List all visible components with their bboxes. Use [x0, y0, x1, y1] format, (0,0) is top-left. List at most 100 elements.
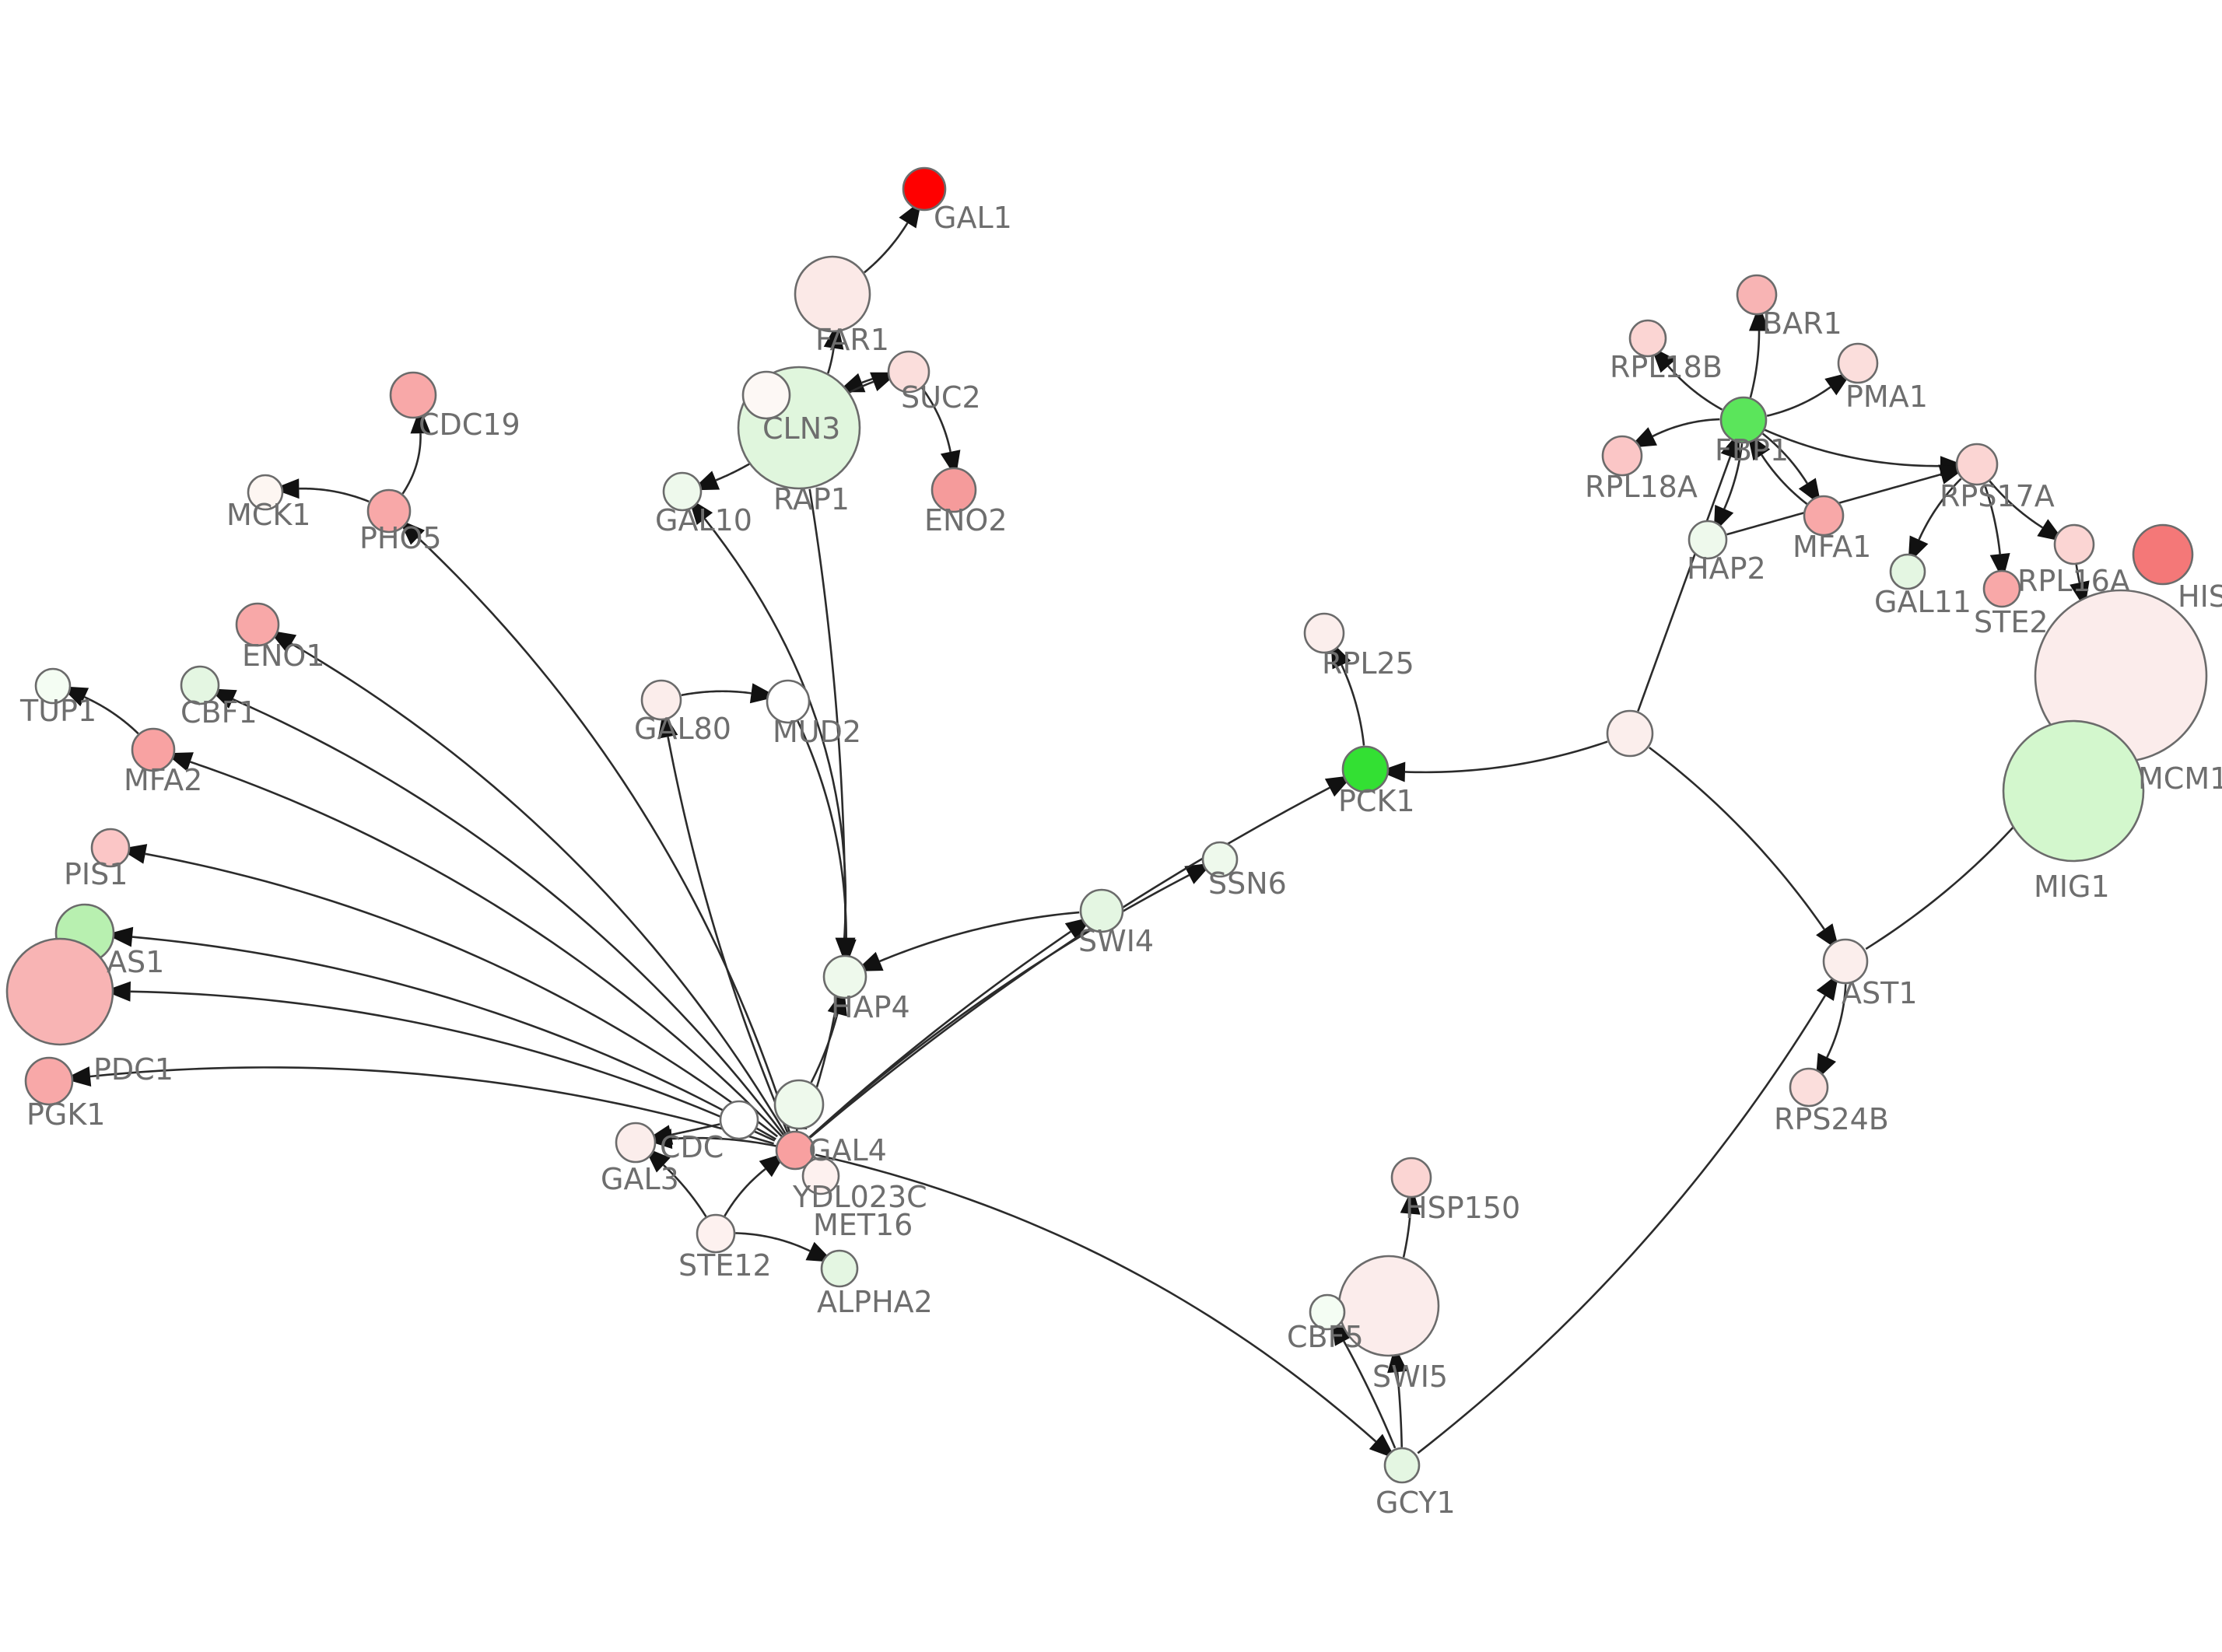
node-label-rps17a: RPS17A — [1940, 479, 2055, 513]
node-rpl18b[interactable] — [1628, 319, 1667, 358]
edge-gal4-to-pdc1 — [130, 990, 776, 1142]
node-cdc[interactable] — [719, 1100, 759, 1140]
edge-ast1-to-rps24b — [1826, 984, 1847, 1058]
node-mfa1[interactable] — [1803, 495, 1845, 537]
node-gal10[interactable] — [662, 471, 703, 512]
node-rps17a[interactable] — [1955, 443, 1999, 486]
node-gal11[interactable] — [1889, 553, 1926, 590]
edge-ste12-to-alpha2 — [735, 1232, 811, 1252]
node-swi4[interactable] — [1079, 888, 1124, 933]
labels-layer: GAL1 FAR1 SUC2 CLN3 RAP1 ENO2 CDC19 MCK1 PHO5 GAL… — [19, 201, 2222, 1520]
node-pma1[interactable] — [1837, 342, 1879, 384]
node-label-gal3: GAL3 — [601, 1162, 679, 1196]
node-eno1[interactable] — [235, 602, 280, 647]
node-label-his4: HIS4 — [2178, 579, 2222, 614]
edge-node_ul-to-pck1 — [1404, 740, 1608, 774]
node-label-pma1: PMA1 — [1845, 380, 1928, 414]
node-ste2[interactable] — [1982, 569, 2021, 608]
node-label-hsp150: HSP150 — [1405, 1191, 1520, 1225]
node-hap2[interactable] — [1688, 520, 1728, 560]
node-fbp1[interactable] — [1719, 396, 1768, 444]
edge-gal4-to-mfa2 — [190, 761, 783, 1137]
node-label-ydl023c: YDL023C — [792, 1180, 927, 1214]
node-mck1[interactable] — [247, 474, 284, 511]
node-label-ast1: AST1 — [1842, 976, 1918, 1010]
edge-gal4-to-as1 — [131, 936, 776, 1140]
node-pis1[interactable] — [90, 828, 131, 868]
edge-fbp1-to-hap2 — [1723, 443, 1744, 509]
node-tup1[interactable] — [34, 667, 72, 705]
node-ast1[interactable] — [1822, 938, 1869, 985]
arrowhead-gal4-to-pgk1 — [64, 1066, 92, 1087]
node-hub_grn[interactable] — [773, 1079, 825, 1130]
node-cdc19[interactable] — [389, 371, 437, 419]
node-label-cbf5: CBF5 — [1287, 1320, 1364, 1354]
edge-ste12-to-gal3 — [662, 1164, 707, 1217]
node-ssn6[interactable] — [1201, 841, 1239, 878]
node-gcy1[interactable] — [1383, 1447, 1421, 1484]
node-label-mig1: MIG1 — [2034, 870, 2110, 904]
node-label-swi4: SWI4 — [1078, 924, 1154, 958]
node-label-rps24b: RPS24B — [1774, 1102, 1889, 1136]
arrowhead-node_ul-to-pck1 — [1379, 761, 1406, 782]
node-label-bar1: BAR1 — [1762, 306, 1842, 341]
node-label-mcm1: MCM1 — [2138, 761, 2222, 796]
arrowhead-gcy1-to-swi5 — [1387, 1346, 1407, 1374]
edge-gcy1-to-swi5 — [1396, 1371, 1404, 1447]
edge-gal4-to-gal10 — [703, 518, 847, 1130]
node-label-gal1: GAL1 — [934, 201, 1012, 235]
node-mud2[interactable] — [766, 679, 811, 724]
node-pdc1[interactable] — [5, 937, 114, 1046]
node-rpl18a[interactable] — [1601, 435, 1643, 477]
node-pho5[interactable] — [366, 488, 412, 534]
node-hsp150[interactable] — [1390, 1157, 1432, 1199]
node-alpha2[interactable] — [820, 1249, 859, 1288]
node-label-met16: MET16 — [813, 1208, 913, 1242]
edge-gal4-to-pis1 — [145, 852, 778, 1138]
node-label-pdc1: PDC1 — [93, 1052, 173, 1087]
node-ydl023c[interactable] — [801, 1157, 840, 1195]
edge-cln3-to-hap4 — [808, 488, 846, 938]
node-mfa2[interactable] — [131, 727, 176, 772]
node-label-gal11: GAL11 — [1874, 585, 1971, 619]
node-label-cdc19: CDC19 — [419, 408, 520, 442]
edge-cln3-to-gal10 — [715, 463, 750, 481]
node-pck1[interactable] — [1341, 745, 1390, 793]
edge-swi5-to-hsp150 — [1402, 1213, 1411, 1258]
node-node_ul[interactable] — [1606, 709, 1654, 758]
node-label-ssn6: SSN6 — [1208, 866, 1287, 901]
node-label-gal80: GAL80 — [634, 712, 731, 746]
node-rpl16a[interactable] — [2053, 523, 2095, 565]
node-bar1[interactable] — [1736, 274, 1778, 316]
arrowhead-pho5-to-mck1 — [272, 478, 300, 499]
edge-cln3-to-far1 — [826, 348, 835, 374]
node-label-eno1: ENO1 — [242, 639, 325, 673]
node-gal3[interactable] — [615, 1122, 657, 1164]
edge-gal4-to-pck1 — [809, 786, 1330, 1139]
arrowhead-fbp1-to-bar1 — [1749, 304, 1769, 331]
node-rap1_in[interactable] — [741, 370, 791, 420]
node-label-gal4: GAL4 — [808, 1133, 887, 1167]
node-far1[interactable] — [794, 255, 871, 333]
node-cbf1[interactable] — [180, 665, 220, 705]
node-gal1[interactable] — [902, 166, 947, 212]
node-cbf5[interactable] — [1309, 1293, 1346, 1331]
edge-rps17a-to-ste2 — [1983, 484, 2001, 555]
node-hap4[interactable] — [822, 954, 867, 999]
node-rps24b[interactable] — [1789, 1067, 1829, 1108]
node-label-rpl18a: RPL18A — [1585, 470, 1698, 504]
node-pgk1[interactable] — [24, 1056, 74, 1106]
node-mig1[interactable] — [2002, 719, 2145, 863]
node-gal80[interactable] — [640, 679, 682, 721]
edge-fbp1-to-mfa1 — [1761, 432, 1808, 485]
node-label-cln3: CLN3 — [762, 411, 840, 446]
node-label-rap1: RAP1 — [773, 482, 850, 516]
node-rpl25[interactable] — [1303, 612, 1345, 654]
node-his4[interactable] — [2132, 523, 2194, 586]
node-eno2[interactable] — [931, 467, 977, 513]
node-suc2[interactable] — [887, 350, 931, 394]
node-gal4[interactable] — [775, 1130, 815, 1171]
node-ste12[interactable] — [696, 1213, 736, 1254]
node-label-alpha2: ALPHA2 — [817, 1285, 933, 1319]
